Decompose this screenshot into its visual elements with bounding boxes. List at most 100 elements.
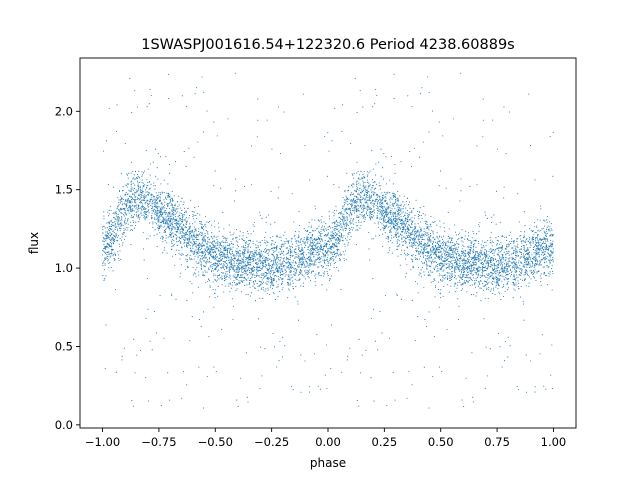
data-point — [544, 242, 546, 244]
data-point — [225, 256, 227, 258]
data-point — [391, 242, 393, 244]
data-point — [168, 226, 170, 228]
data-point — [311, 230, 313, 232]
data-point — [527, 260, 529, 262]
data-point — [369, 184, 371, 186]
data-point — [336, 219, 338, 221]
data-point — [151, 199, 153, 201]
data-point — [103, 248, 106, 250]
data-point — [185, 166, 187, 168]
data-point — [121, 200, 123, 202]
data-point — [505, 256, 507, 259]
data-point — [458, 254, 460, 256]
data-point — [278, 267, 280, 269]
data-point — [540, 247, 542, 249]
data-point — [327, 252, 329, 254]
data-point — [197, 205, 199, 208]
data-point — [470, 257, 472, 259]
data-point — [391, 219, 393, 221]
data-point — [433, 221, 435, 223]
data-point — [478, 230, 480, 232]
data-point — [471, 284, 473, 286]
data-point — [151, 349, 153, 351]
data-point — [251, 184, 253, 186]
data-point — [281, 267, 283, 270]
data-point — [525, 242, 527, 244]
data-point — [334, 261, 336, 263]
data-point — [286, 261, 288, 263]
data-point — [426, 251, 428, 253]
data-point — [306, 236, 308, 238]
data-point — [133, 187, 135, 189]
data-point — [298, 234, 300, 236]
data-point — [184, 236, 186, 238]
data-point — [136, 198, 138, 200]
data-point — [202, 226, 205, 228]
data-point — [443, 278, 445, 280]
data-point — [213, 273, 215, 275]
data-point — [426, 262, 428, 264]
data-point — [159, 211, 161, 213]
data-point — [271, 277, 273, 280]
data-point — [532, 264, 534, 266]
data-point — [155, 148, 157, 150]
data-point — [349, 209, 351, 211]
data-point — [187, 242, 189, 245]
data-point — [455, 275, 457, 277]
data-point — [358, 198, 360, 201]
data-point — [496, 253, 498, 255]
data-point — [115, 227, 117, 229]
data-point — [139, 188, 141, 190]
data-point — [378, 210, 380, 213]
data-point — [139, 197, 141, 199]
data-point — [181, 219, 183, 221]
data-point — [359, 90, 361, 92]
data-point — [548, 221, 551, 223]
data-point — [277, 284, 279, 286]
data-point — [343, 209, 345, 211]
data-point — [537, 263, 539, 265]
data-point — [455, 253, 457, 255]
data-point — [368, 184, 370, 187]
data-point — [246, 258, 248, 260]
data-point — [322, 266, 325, 268]
data-point — [358, 217, 360, 219]
data-point — [491, 264, 493, 266]
data-point — [427, 252, 430, 254]
data-point — [327, 226, 329, 228]
data-point — [328, 243, 330, 246]
data-point — [481, 271, 483, 273]
data-point — [299, 254, 301, 256]
data-point — [243, 249, 245, 251]
data-point — [379, 213, 381, 215]
data-point — [263, 255, 265, 257]
data-point — [256, 266, 258, 268]
data-point — [425, 264, 427, 266]
data-point — [505, 259, 507, 261]
data-point — [435, 261, 437, 263]
data-point — [243, 268, 245, 270]
data-point — [131, 399, 133, 402]
data-point — [144, 202, 146, 204]
data-point — [226, 256, 228, 258]
data-point — [241, 258, 243, 260]
data-point — [266, 264, 268, 266]
data-point — [397, 232, 399, 234]
data-point — [339, 252, 341, 254]
data-point — [532, 257, 534, 260]
data-point — [122, 186, 124, 188]
data-point — [338, 222, 340, 224]
data-point — [103, 211, 105, 213]
data-point — [310, 249, 313, 251]
data-point — [521, 256, 523, 258]
data-point — [338, 230, 340, 232]
data-point — [473, 259, 475, 261]
data-point — [243, 279, 245, 282]
data-point — [288, 284, 290, 286]
data-point — [226, 275, 228, 277]
data-point — [397, 190, 399, 192]
data-point — [155, 206, 157, 208]
data-point — [536, 264, 538, 266]
data-point — [229, 283, 231, 285]
data-point — [243, 276, 246, 278]
